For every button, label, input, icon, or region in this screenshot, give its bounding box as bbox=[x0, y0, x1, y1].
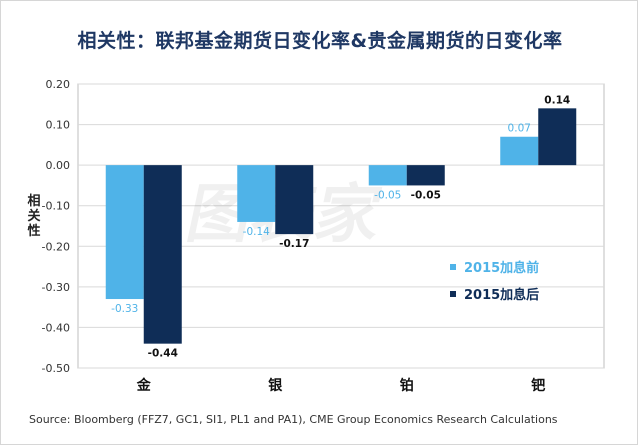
data-label: -0.44 bbox=[148, 348, 178, 360]
bar-after-0 bbox=[143, 165, 182, 344]
y-tick-label: 0.00 bbox=[46, 159, 71, 172]
data-label: 0.07 bbox=[508, 123, 531, 135]
source-note: Source: Bloomberg (FFZ7, GC1, SI1, PL1 a… bbox=[29, 413, 558, 426]
data-label: -0.05 bbox=[374, 189, 401, 201]
legend-label: 2015加息后 bbox=[464, 287, 539, 303]
y-tick-label: -0.10 bbox=[42, 200, 70, 213]
x-tick-label: 钯 bbox=[530, 377, 545, 394]
y-tick-label: -0.30 bbox=[42, 281, 70, 294]
data-label: -0.05 bbox=[411, 189, 441, 201]
data-label: 0.14 bbox=[544, 94, 570, 106]
bar-after-2 bbox=[406, 165, 445, 186]
x-tick-label: 铂 bbox=[400, 377, 414, 394]
data-label: -0.33 bbox=[111, 303, 138, 315]
legend-swatch bbox=[450, 264, 456, 270]
bar-before-1 bbox=[237, 165, 276, 222]
bar-before-0 bbox=[105, 165, 144, 300]
chart-title: 相关性：联邦基金期货日变化率&贵金属期货的日变化率 bbox=[77, 30, 563, 52]
bar-after-3 bbox=[538, 108, 577, 166]
x-tick-label: 银 bbox=[268, 377, 283, 394]
legend-label: 2015加息前 bbox=[464, 260, 539, 276]
bar-before-2 bbox=[368, 165, 407, 186]
y-axis-label: 相关性 bbox=[27, 193, 40, 239]
bar-after-1 bbox=[275, 165, 314, 235]
data-label: -0.14 bbox=[243, 226, 270, 238]
data-label: -0.17 bbox=[279, 238, 309, 250]
bar-before-3 bbox=[500, 136, 539, 166]
x-tick-label: 金 bbox=[136, 377, 152, 394]
y-tick-label: 0.20 bbox=[46, 78, 71, 91]
y-tick-label: -0.50 bbox=[42, 362, 70, 375]
y-tick-label: -0.20 bbox=[42, 240, 70, 253]
legend-swatch bbox=[450, 291, 456, 297]
y-tick-label: -0.40 bbox=[42, 321, 70, 334]
y-tick-label: 0.10 bbox=[46, 119, 71, 132]
